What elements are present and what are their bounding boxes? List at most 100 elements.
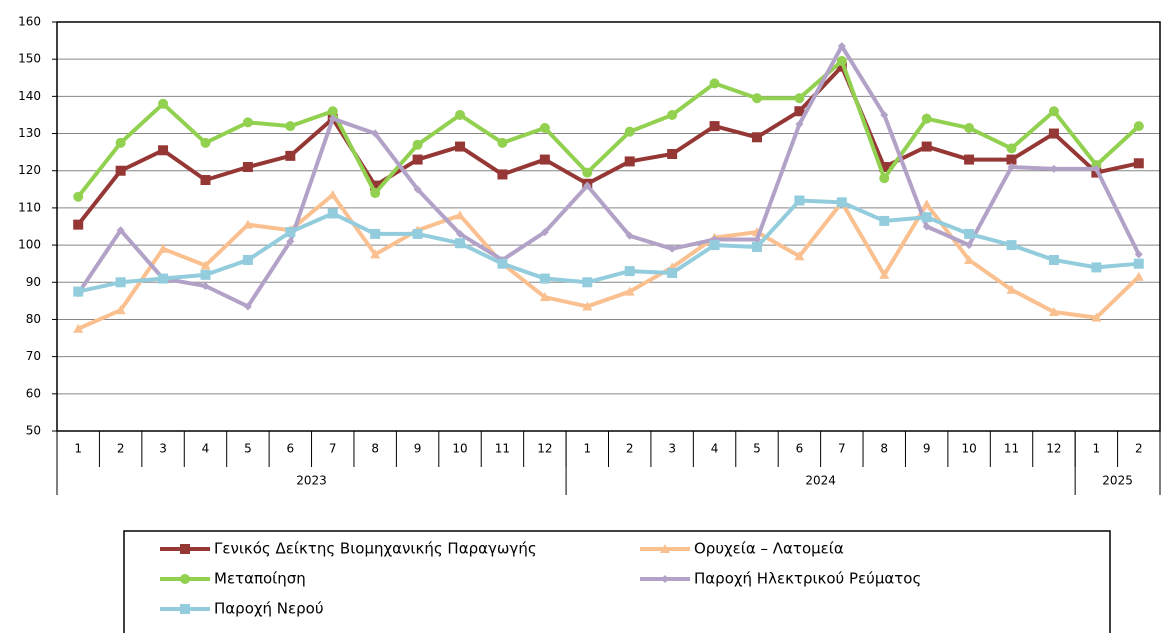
marker [879,162,890,173]
marker [752,235,761,244]
marker [751,132,762,143]
marker [1092,164,1101,173]
marker [582,301,593,311]
y-tick-label: 110 [18,200,41,214]
marker [667,267,678,278]
marker [200,260,211,270]
x-tick-label: 7 [329,442,337,456]
marker [751,241,762,252]
marker [73,286,84,297]
y-tick-label: 160 [18,15,41,29]
x-tick-label: 12 [1046,442,1061,456]
marker [624,156,635,167]
x-tick-label: 5 [753,442,761,456]
marker [582,167,593,178]
marker [879,269,890,279]
marker [709,240,720,251]
marker [180,574,190,584]
marker [243,302,252,311]
marker [964,254,975,264]
marker [964,122,975,133]
marker [660,544,670,553]
year-label: 2023 [296,474,327,488]
x-tick-label: 3 [159,442,167,456]
x-tick-label: 10 [452,442,467,456]
marker [1091,312,1102,322]
y-tick-label: 80 [26,312,41,326]
marker [879,173,890,184]
series-line [77,198,1139,294]
marker [921,199,932,209]
marker [116,226,125,235]
marker [879,215,890,226]
marker [1048,106,1059,117]
marker [1007,163,1016,172]
x-tick-label: 6 [287,442,295,456]
marker [795,120,804,129]
marker [242,219,253,229]
marker [624,266,635,277]
marker [965,241,974,250]
marker [1091,262,1102,273]
marker [370,188,381,199]
marker [624,126,635,137]
y-tick-label: 90 [26,275,41,289]
x-tick-label: 6 [796,442,804,456]
marker [180,544,190,554]
marker [328,114,337,123]
marker [921,141,932,152]
marker [327,189,338,199]
marker [201,281,210,290]
x-tick-label: 11 [495,442,510,456]
marker [242,254,253,265]
legend: Γενικός Δείκτης Βιομηχανικής Παραγωγής Ορ… [123,530,1111,633]
plot-border [56,21,1161,432]
marker [200,137,211,148]
marker [1048,128,1059,139]
legend-label: Ορυχεία – Λατομεία [694,540,844,558]
x-tick-label: 2 [1135,442,1143,456]
marker [921,113,932,124]
y-tick-label: 130 [18,126,41,140]
year-label: 2024 [805,474,836,488]
y-tick-label: 70 [26,349,41,363]
marker [1133,158,1144,169]
x-tick-label: 2 [626,442,634,456]
marker [1006,154,1017,165]
marker [624,286,635,296]
y-tick-label: 150 [18,52,41,66]
marker [413,185,422,194]
marker [285,150,296,161]
x-tick-label: 4 [202,442,210,456]
marker [1006,240,1017,251]
marker [242,117,253,128]
marker [327,208,338,219]
marker [370,180,381,191]
x-tick-label: 1 [74,442,82,456]
marker [667,148,678,159]
marker [582,277,593,288]
marker [497,137,508,148]
marker [73,323,84,333]
marker [455,141,466,152]
y-tick-label: 50 [26,424,41,438]
series-line [76,64,1140,226]
legend-label: Παροχή Νερού [214,600,324,618]
series-line [77,192,1141,331]
marker [1133,258,1144,269]
marker [285,121,296,132]
marker [327,106,338,117]
marker [709,78,720,89]
marker [667,109,678,120]
series-line [76,59,1141,198]
marker [583,181,592,190]
legend-box [123,530,1111,633]
marker [921,212,932,223]
marker [1049,164,1058,173]
x-tick-label: 5 [244,442,252,456]
y-tick-label: 120 [18,163,41,177]
marker [1134,250,1143,259]
marker [837,42,846,51]
marker [180,604,190,614]
